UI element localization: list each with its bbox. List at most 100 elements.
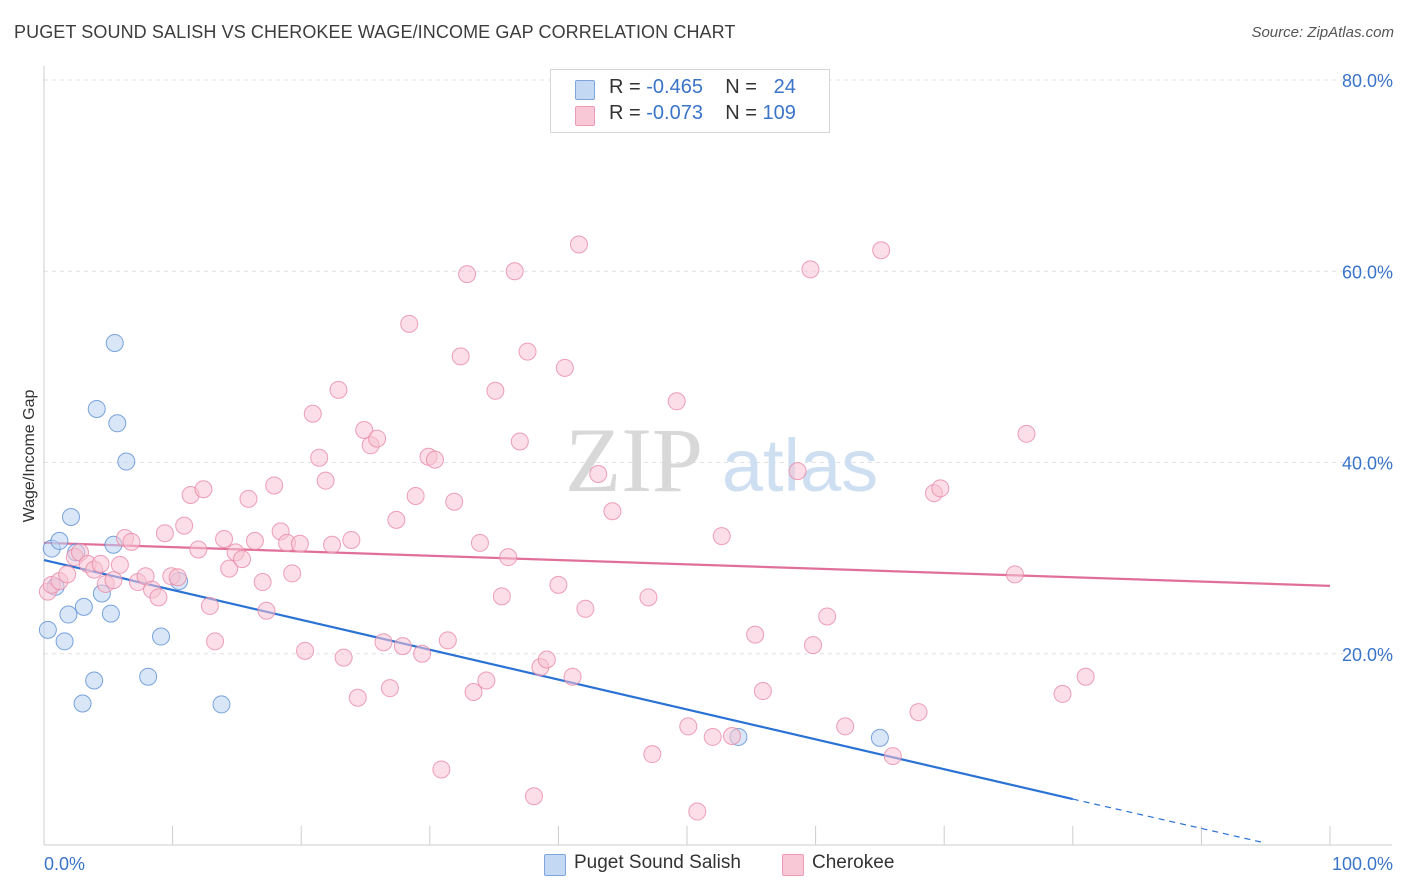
data-point — [643, 745, 662, 764]
data-point — [639, 588, 658, 607]
data-point — [576, 599, 595, 618]
legend-swatch-puget — [575, 80, 595, 100]
data-point — [518, 342, 537, 361]
data-point — [883, 747, 902, 766]
data-point — [239, 489, 258, 508]
data-point — [486, 381, 505, 400]
data-point — [122, 532, 141, 551]
data-point — [283, 564, 302, 583]
data-point — [59, 605, 78, 624]
data-point — [477, 671, 496, 690]
data-point — [703, 727, 722, 746]
trend-line-puget-sound-salish — [43, 558, 1074, 801]
data-point — [804, 636, 823, 655]
data-point — [194, 480, 213, 499]
data-point — [175, 516, 194, 535]
data-point — [104, 571, 123, 590]
data-point — [108, 414, 127, 433]
data-point — [555, 358, 574, 377]
data-point — [355, 420, 374, 439]
data-point — [38, 620, 57, 639]
data-point — [836, 717, 855, 736]
data-point — [105, 333, 124, 352]
data-point — [746, 625, 765, 644]
grid-lines — [44, 79, 1392, 655]
data-point — [368, 429, 387, 448]
y-tick-label: 20.0% — [1342, 645, 1393, 665]
y-tick-label: 40.0% — [1342, 454, 1393, 474]
data-point — [753, 682, 772, 701]
data-point — [788, 462, 807, 481]
data-point — [58, 565, 77, 584]
chart-title: PUGET SOUND SALISH VS CHEROKEE WAGE/INCO… — [14, 22, 736, 42]
tick-labels: 20.0% 40.0% 60.0% 80.0% 0.0% 100.0% — [44, 71, 1393, 874]
data-point — [342, 530, 361, 549]
data-point — [451, 347, 470, 366]
data-point — [74, 597, 93, 616]
data-point — [296, 641, 315, 660]
legend-n-value: 24 — [773, 76, 796, 98]
data-point — [152, 627, 171, 646]
data-point — [464, 683, 483, 701]
data-point — [55, 632, 74, 651]
legend: R = -0.465 N = 24 R = -0.073 N = 109 — [550, 69, 830, 133]
data-point — [50, 531, 69, 550]
data-point — [200, 596, 219, 615]
data-point — [329, 380, 348, 399]
series-cherokee-points — [38, 235, 1095, 821]
data-point — [62, 508, 81, 527]
data-point — [1076, 667, 1095, 686]
data-point — [549, 575, 568, 594]
data-point — [688, 802, 707, 821]
data-point — [206, 632, 225, 651]
data-point — [589, 464, 608, 483]
data-point — [101, 604, 120, 623]
legend-n-label: N = — [725, 102, 763, 124]
data-point — [253, 573, 272, 592]
data-point — [510, 432, 529, 451]
watermark: ZIP atlas — [565, 409, 878, 511]
data-point — [1005, 565, 1024, 584]
data-point — [245, 531, 264, 550]
data-point — [149, 588, 168, 607]
data-point — [499, 548, 518, 567]
data-point — [316, 471, 335, 490]
legend-r-label: R = — [609, 76, 647, 98]
data-point — [168, 568, 187, 587]
data-point — [87, 399, 106, 418]
bottom-legend-swatch-cherokee — [782, 854, 804, 876]
data-point — [569, 235, 588, 254]
data-point — [425, 450, 444, 469]
data-point — [400, 314, 419, 333]
data-point — [818, 607, 837, 626]
legend-n-label: N = — [725, 76, 763, 98]
data-point — [257, 601, 276, 620]
data-point — [85, 671, 104, 690]
data-point — [334, 648, 353, 667]
data-point — [323, 535, 342, 554]
data-point — [406, 486, 425, 505]
data-point — [524, 787, 543, 806]
watermark-zip: ZIP — [565, 409, 703, 511]
trend-line-cherokee — [43, 541, 1331, 587]
legend-swatch-cherokee — [575, 106, 595, 126]
data-point — [233, 550, 252, 569]
data-point — [91, 554, 110, 573]
data-point — [1053, 684, 1072, 703]
data-point — [870, 728, 889, 747]
data-point — [155, 524, 174, 543]
data-point — [110, 555, 129, 574]
data-point — [931, 479, 950, 498]
data-point — [505, 262, 524, 281]
data-point — [458, 265, 477, 284]
data-point — [139, 667, 158, 686]
legend-text-cherokee: R = -0.073 N = 109 — [609, 102, 796, 125]
data-point — [872, 241, 891, 260]
data-point — [801, 260, 820, 279]
data-point — [438, 631, 457, 650]
data-point — [310, 448, 329, 467]
data-point — [492, 587, 511, 606]
data-point — [215, 530, 234, 548]
data-point — [265, 476, 284, 495]
